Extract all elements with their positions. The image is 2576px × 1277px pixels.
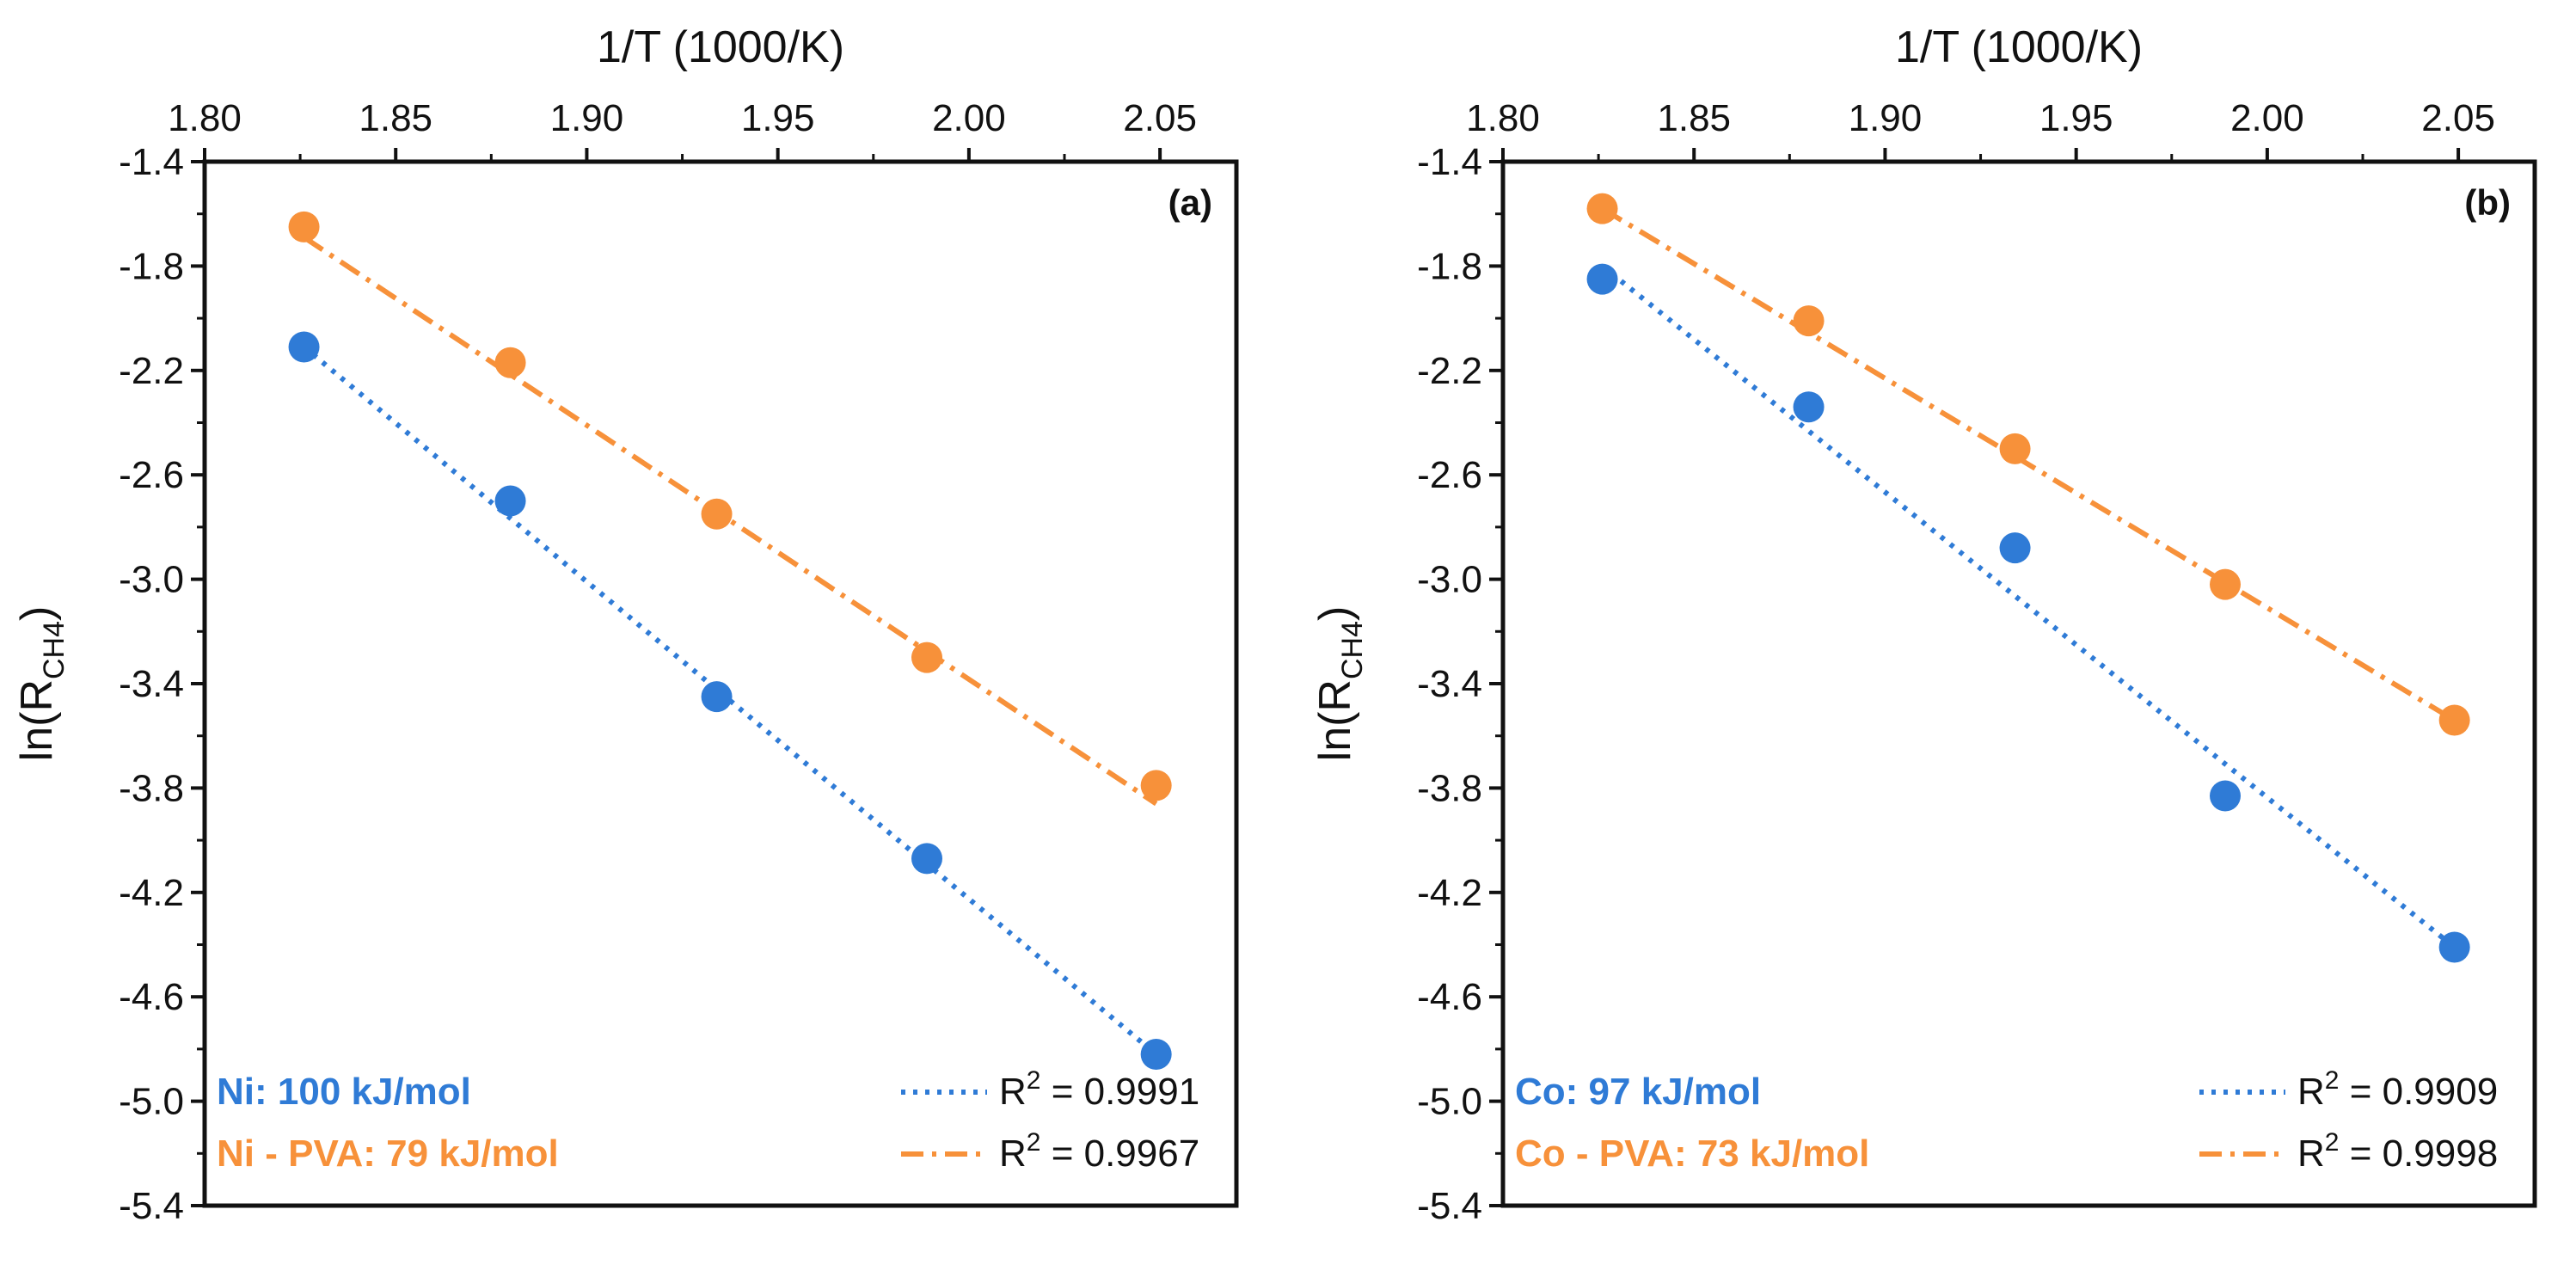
data-point-ni-pva <box>701 498 733 530</box>
y-axis-title-close: ) <box>12 606 62 621</box>
y-tick-label: -3.8 <box>1417 767 1482 809</box>
x-tick-label: 1.85 <box>1657 97 1731 139</box>
x-axis-title: 1/T (1000/K) <box>597 22 844 72</box>
legend-label-ni: Ni: 100 kJ/mol <box>217 1071 471 1113</box>
data-point-ni-pva <box>494 347 526 378</box>
data-point-ni <box>911 843 942 875</box>
data-point-co-pva <box>1586 193 1618 224</box>
data-point-co-pva <box>2210 568 2241 600</box>
x-tick-label: 1.80 <box>1466 97 1540 139</box>
x-tick-label: 1.85 <box>359 97 432 139</box>
y-tick-label: -5.4 <box>119 1185 184 1227</box>
r2-value: = 0.9909 <box>2339 1071 2498 1113</box>
y-tick-label: -4.6 <box>119 976 184 1018</box>
y-tick-label: -1.8 <box>119 245 184 287</box>
fit-line-ni <box>302 345 1158 1057</box>
y-tick-label: -1.4 <box>119 141 184 183</box>
plot-frame <box>1500 159 2537 1208</box>
x-axis-title: 1/T (1000/K) <box>1895 22 2143 72</box>
r2-value: = 0.9998 <box>2339 1133 2498 1175</box>
data-point-co-pva <box>2438 704 2470 736</box>
legend-r2-ni-pva: R2 = 0.9967 <box>999 1128 1199 1175</box>
data-point-ni <box>494 485 526 517</box>
y-tick-label: -3.4 <box>1417 663 1482 705</box>
r2-value: = 0.9967 <box>1040 1133 1199 1175</box>
panel-label: (a) <box>1168 182 1212 223</box>
y-tick-label: -2.6 <box>119 454 184 496</box>
data-point-co <box>1999 532 2031 564</box>
r2-superscript: 2 <box>2325 1066 2340 1095</box>
y-tick-label: -2.6 <box>1417 454 1482 496</box>
r2-symbol: R <box>999 1071 1027 1113</box>
r2-superscript: 2 <box>1027 1128 1041 1157</box>
y-tick-label: -5.0 <box>119 1081 184 1123</box>
data-point-ni <box>701 681 733 713</box>
y-tick-label: -1.8 <box>1417 245 1482 287</box>
y-tick-label: -5.0 <box>1417 1081 1482 1123</box>
data-point-ni-pva <box>288 211 320 243</box>
r2-symbol: R <box>2297 1071 2325 1113</box>
legend-label-co: Co: 97 kJ/mol <box>1515 1071 1761 1113</box>
x-tick-label: 1.90 <box>550 97 624 139</box>
y-tick-label: -4.6 <box>1417 976 1482 1018</box>
x-tick-label: 1.80 <box>168 97 242 139</box>
x-tick-label: 2.00 <box>932 97 1006 139</box>
data-point-co <box>1586 263 1618 295</box>
y-axis-title-close: ) <box>1310 606 1360 621</box>
legend-r2-co: R2 = 0.9909 <box>2297 1066 2498 1113</box>
y-tick-label: -1.4 <box>1417 141 1482 183</box>
data-point-ni <box>1140 1038 1172 1070</box>
y-tick-label: -4.2 <box>119 872 184 914</box>
y-axis-title-subscript: CH4 <box>38 621 71 679</box>
data-point-ni <box>288 331 320 363</box>
chart-panel-b: 1.80 1.85 1.90 1.95 2.00 2.05 1/T (1000/K) -1.4… <box>1310 22 2537 1227</box>
x-tick-label: 2.05 <box>1123 97 1197 139</box>
fit-line-co-pva <box>1601 206 2456 723</box>
data-point-co-pva <box>1793 305 1825 337</box>
r2-value: = 0.9991 <box>1040 1071 1199 1113</box>
r2-symbol: R <box>2297 1133 2325 1175</box>
y-axis-title-subscript: CH4 <box>1336 621 1369 679</box>
legend-label-co-pva: Co - PVA: 73 kJ/mol <box>1515 1133 1869 1175</box>
y-tick-label: -4.2 <box>1417 872 1482 914</box>
y-axis-title-main: ln(R <box>1310 679 1360 761</box>
legend-r2-ni: R2 = 0.9991 <box>999 1066 1199 1113</box>
fit-line-co <box>1600 264 2456 949</box>
y-tick-label: -3.4 <box>119 663 184 705</box>
r2-symbol: R <box>999 1133 1027 1175</box>
y-tick-label: -2.2 <box>119 350 184 392</box>
x-tick-label: 1.95 <box>741 97 815 139</box>
y-tick-label: -5.4 <box>1417 1185 1482 1227</box>
r2-superscript: 2 <box>2325 1128 2340 1157</box>
y-axis-title-main: ln(R <box>12 679 62 761</box>
x-tick-label: 1.95 <box>2039 97 2113 139</box>
data-point-ni-pva <box>1140 770 1172 801</box>
y-axis-title: ln(RCH4) <box>1310 606 1369 762</box>
y-tick-label: -2.2 <box>1417 350 1482 392</box>
y-tick-label: -3.8 <box>119 767 184 809</box>
x-tick-label: 2.05 <box>2421 97 2495 139</box>
x-tick-label: 1.90 <box>1849 97 1923 139</box>
y-tick-label: -3.0 <box>119 559 184 601</box>
chart-panel-a: 1.80 1.85 1.90 1.95 2.00 2.05 1/T (1000/K) -1.4… <box>12 22 1239 1227</box>
fit-line-ni-pva <box>302 235 1158 807</box>
y-axis-title: ln(RCH4) <box>12 606 71 762</box>
panel-label: (b) <box>2464 182 2511 223</box>
data-point-ni-pva <box>911 642 942 673</box>
legend-r2-co-pva: R2 = 0.9998 <box>2297 1128 2498 1175</box>
x-tick-label: 2.00 <box>2230 97 2304 139</box>
data-point-co-pva <box>1999 433 2031 464</box>
y-tick-label: -3.0 <box>1417 559 1482 601</box>
data-point-co <box>2210 780 2241 812</box>
legend-label-ni-pva: Ni - PVA: 79 kJ/mol <box>217 1133 559 1175</box>
data-point-co <box>2438 931 2470 963</box>
r2-superscript: 2 <box>1027 1066 1041 1095</box>
data-point-co <box>1793 391 1825 423</box>
